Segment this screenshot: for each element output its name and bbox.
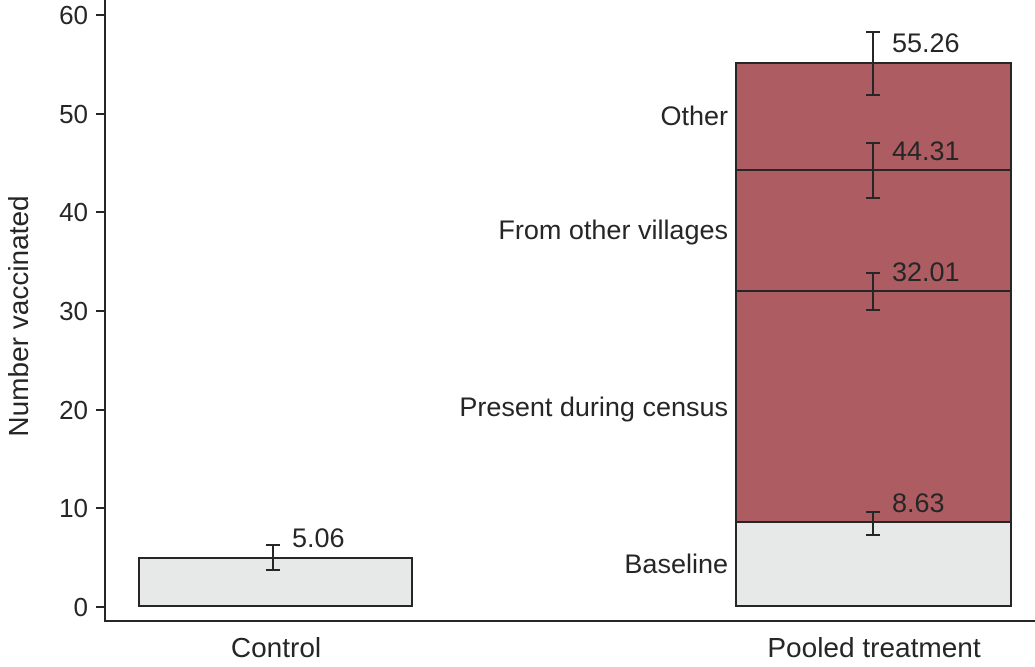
error-bar-present-during-census-cap-bottom — [866, 309, 880, 311]
error-bar-present-during-census-cap-top — [866, 271, 880, 274]
y-tick-mark — [96, 507, 105, 510]
pooled-bar-outline — [735, 61, 1012, 607]
error-bar-from-other-villages-cap-bottom — [866, 196, 880, 199]
value-label-other: 55.26 — [892, 27, 960, 58]
value-label-present-during-census: 32.01 — [892, 257, 960, 288]
error-bar-control-line — [272, 544, 274, 570]
y-axis-line — [104, 0, 106, 622]
segment-label-baseline: Baseline — [624, 549, 728, 580]
value-label-control: 5.06 — [292, 523, 345, 554]
error-bar-other-cap-top — [866, 30, 880, 33]
y-tick-label: 50 — [59, 98, 88, 129]
y-tick-mark — [96, 606, 105, 608]
segment-label-present-during-census: Present during census — [459, 391, 728, 422]
segment-label-other: Other — [660, 100, 728, 131]
error-bar-baseline-cap-top — [866, 511, 880, 514]
value-label-from-other-villages: 44.31 — [892, 135, 960, 166]
y-tick-label: 30 — [59, 296, 88, 326]
segment-label-from-other-villages: From other villages — [498, 215, 728, 246]
y-tick-mark — [96, 211, 105, 214]
x-axis-line — [104, 620, 1035, 622]
error-bar-control-cap-bottom — [266, 568, 280, 571]
stacked-segment-present-during-census — [735, 291, 1012, 522]
y-tick-mark — [96, 14, 105, 16]
x-tick-label-control: Control — [230, 632, 322, 663]
x-tick-label-pooled: Pooled treatment — [767, 632, 981, 663]
error-bar-baseline-line — [872, 512, 874, 535]
y-tick-label: 10 — [59, 493, 88, 524]
y-tick-mark — [96, 310, 105, 312]
y-tick-mark — [96, 112, 105, 115]
control-bar — [138, 557, 413, 607]
y-tick-mark — [96, 408, 105, 411]
y-tick-label: 40 — [59, 197, 88, 228]
error-bar-from-other-villages-line — [872, 143, 874, 198]
y-tick-label: 0 — [73, 592, 88, 622]
y-tick-label: 60 — [59, 0, 88, 30]
y-tick-label: 20 — [59, 394, 88, 425]
error-bar-from-other-villages-cap-top — [866, 142, 880, 145]
error-bar-other-cap-bottom — [866, 93, 880, 96]
error-bar-baseline-cap-bottom — [866, 533, 880, 536]
error-bar-present-during-census-line — [872, 272, 874, 310]
value-label-baseline: 8.63 — [892, 487, 945, 518]
error-bar-control-cap-top — [266, 543, 280, 546]
stacked-segment-baseline — [735, 521, 1012, 607]
